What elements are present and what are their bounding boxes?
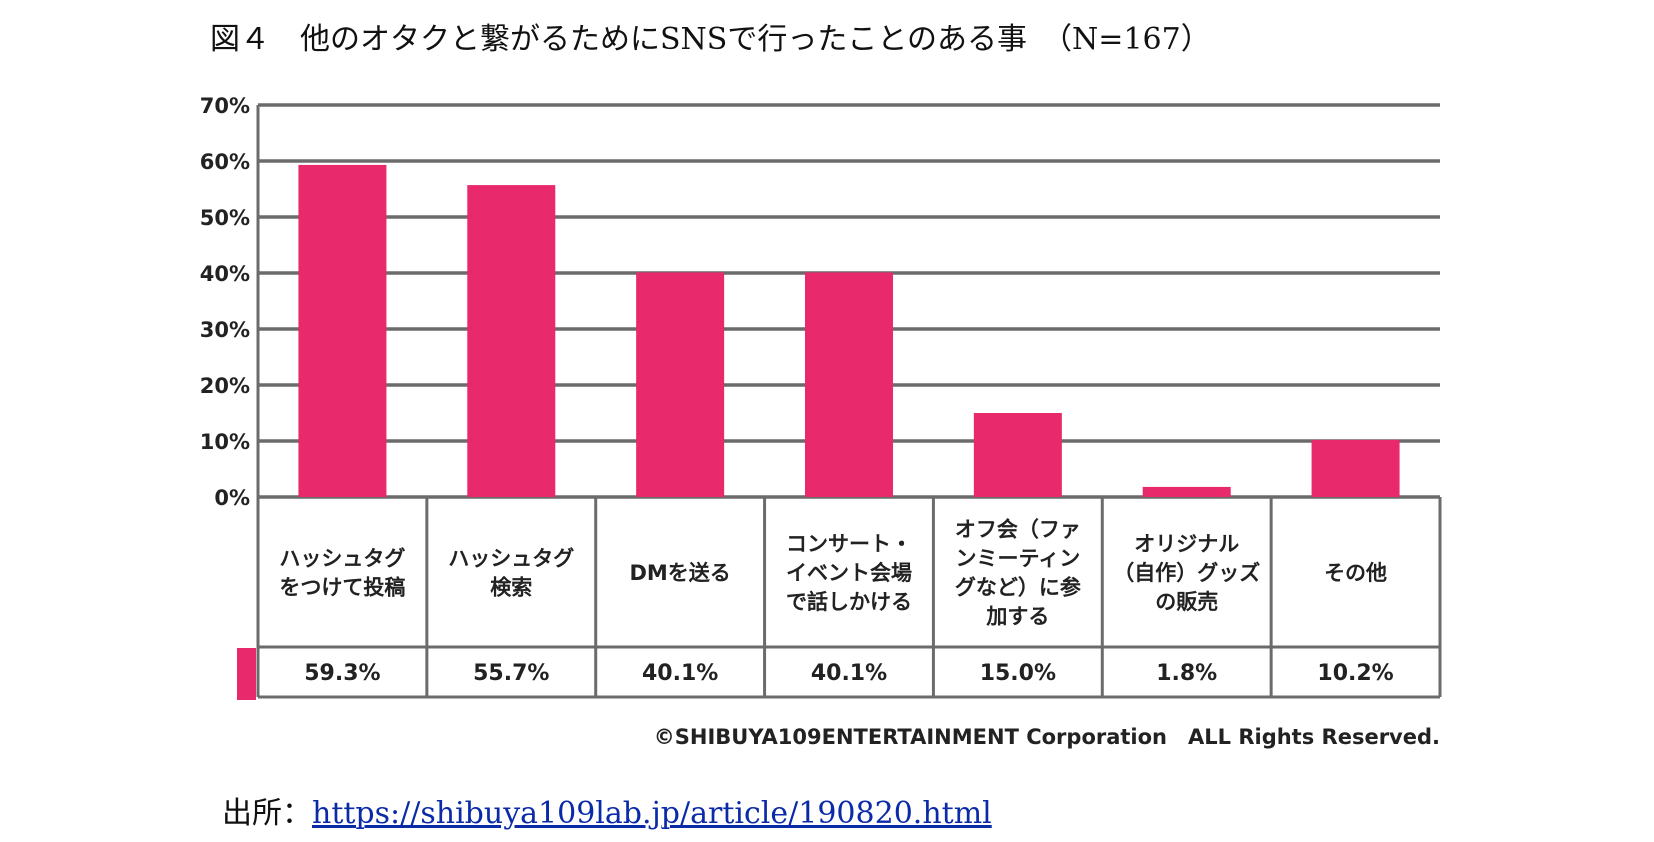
y-tick-label: 60% [200,150,250,174]
category-label-line: ハッシュタグ [279,547,405,571]
legend-swatch [237,648,256,700]
bar [636,272,725,497]
copyright-text: ©SHIBUYA109ENTERTAINMENT Corporation ALL… [654,725,1440,749]
y-tick-label: 50% [200,206,250,230]
y-tick-label: 10% [200,430,250,454]
bar [973,413,1062,497]
y-tick-label: 70% [200,94,250,118]
data-label: 55.7% [473,661,549,686]
data-label: 10.2% [1317,661,1393,686]
category-label: その他 [1324,561,1387,585]
category-label: ハッシュタグ検索 [448,547,574,600]
data-label: 15.0% [980,661,1056,686]
category-label-line: コンサート・ [786,532,912,556]
category-label-line: 検索 [490,576,532,600]
data-label: 40.1% [642,661,718,686]
bar [467,185,556,497]
y-tick-label: 20% [200,374,250,398]
category-label: ハッシュタグをつけて投稿 [279,547,405,600]
category-label-line: DMを送る [629,561,730,585]
category-label-line: ンミーティン [955,547,1080,571]
category-label-line: オフ会（ファ [955,518,1081,542]
chart-title: 図４ 他のオタクと繋がるためにSNSで行ったことのある事 （N=167） [210,22,1211,57]
bar [1142,486,1231,497]
category-label-line: の販売 [1155,590,1218,614]
category-label-line: （自作）グッズ [1113,561,1260,585]
y-tick-label: 40% [200,262,250,286]
category-label-line: イベント会場 [786,561,912,585]
category-label-line: グなど）に参 [955,576,1081,600]
data-label: 1.8% [1156,661,1217,686]
data-label: 40.1% [811,661,887,686]
y-tick-label: 30% [200,318,250,342]
source-link[interactable]: https://shibuya109lab.jp/article/190820.… [312,796,992,831]
category-label-line: をつけて投稿 [279,576,405,600]
category-label-line: 加する [985,605,1049,629]
category-label: オリジナル （自作）グッズの販売 [1113,532,1260,614]
category-label-line: その他 [1324,561,1387,585]
bar [298,164,387,498]
category-label-line: オリジナル [1134,532,1239,556]
bar [1311,439,1400,497]
source-line: 出所：https://shibuya109lab.jp/article/1908… [222,788,992,832]
data-label: 59.3% [304,661,380,686]
category-label: オフ会（ファンミーティングなど）に参加する [955,518,1081,629]
category-label: DMを送る [629,561,730,585]
y-tick-label: 0% [214,486,250,510]
category-label-line: で話しかける [786,590,912,614]
category-label-line: ハッシュタグ [448,547,574,571]
source-label: 出所： [222,796,312,831]
category-label: コンサート・イベント会場で話しかける [786,532,912,614]
bar [805,272,893,497]
